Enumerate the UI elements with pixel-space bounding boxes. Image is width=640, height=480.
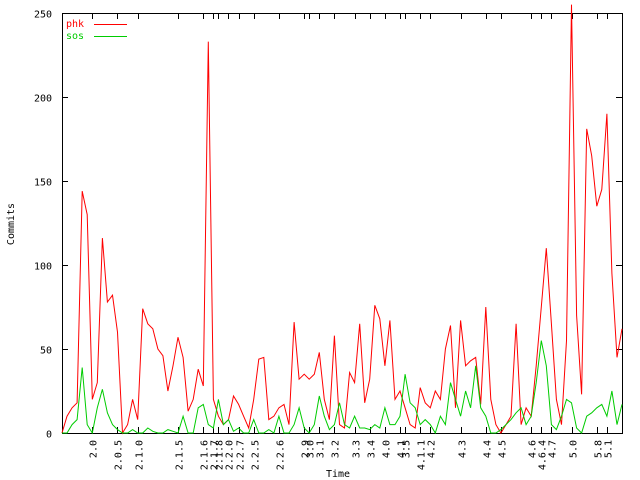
y-axis-label: Commits — [6, 203, 17, 245]
legend-label-sos: sos — [66, 31, 84, 42]
x-tick-label: 3.0 — [306, 440, 317, 458]
x-tick-label: 3.5 — [402, 440, 413, 458]
x-tick-label: 2.9 — [301, 440, 312, 458]
x-tick-label: 2.2.7 — [236, 440, 247, 470]
y-tick-label: 200 — [34, 94, 52, 105]
y-tick-label: 100 — [34, 262, 52, 273]
x-tick-label: 3.2 — [331, 440, 342, 458]
series-line-sos — [62, 340, 623, 435]
x-tick-label: 2.2.0 — [225, 440, 236, 470]
x-tick-label: 4.4 — [483, 440, 494, 458]
x-tick-label: 3.3 — [352, 440, 363, 458]
plot-frame — [62, 13, 623, 434]
x-tick-label: 2.1.5 — [175, 440, 186, 470]
y-tick-label: 0 — [46, 430, 52, 441]
x-tick-label: 5.1 — [604, 440, 615, 458]
x-tick-label: 4.0 — [382, 440, 393, 458]
x-tick-label: 4.7 — [548, 440, 559, 458]
x-tick-label: 4.6 — [528, 440, 539, 458]
x-axis: 2.0 2.0.5 2.1.0 2.1.5 2.1.6 2.1.72.1.8 2.2.0 2.… — [89, 13, 615, 470]
x-tick-label: 2.1.6 — [200, 440, 211, 470]
x-tick-label: 4.3 — [458, 440, 469, 458]
series-line-phk — [61, 4, 623, 435]
x-tick-label: 5.0 — [569, 440, 580, 458]
x-tick-label: 2.0.5 — [114, 440, 125, 470]
y-tick-label: 50 — [40, 346, 52, 357]
y-axis: 0 50 100 150 200 250 — [34, 10, 622, 441]
x-tick-label: 4.5 — [498, 440, 509, 458]
x-tick-label: 2.0 — [89, 440, 100, 458]
x-tick-label: 2.1.8 — [215, 440, 226, 470]
x-axis-label: Time — [326, 469, 350, 480]
x-tick-label: 4.6.4 — [538, 440, 549, 470]
x-tick-label: 4.1 — [397, 440, 408, 458]
x-tick-label: 2.1.0 — [135, 440, 146, 470]
x-tick-label: 3.4 — [367, 440, 378, 458]
x-tick-label: 2.2.5 — [251, 440, 262, 470]
x-tick-label: 2.2.6 — [276, 440, 287, 470]
legend-label-phk: phk — [66, 19, 84, 30]
x-tick-label: 3.1 — [316, 440, 327, 458]
y-tick-label: 250 — [34, 10, 52, 21]
x-tick-label: 5.8 — [594, 440, 605, 458]
x-tick-label: 2.1.7 — [210, 440, 221, 470]
y-tick-label: 150 — [34, 178, 52, 189]
x-tick-label: 4.1.1 — [417, 440, 428, 470]
x-tick-label: 4.2 — [427, 440, 438, 458]
series-group — [61, 4, 623, 435]
